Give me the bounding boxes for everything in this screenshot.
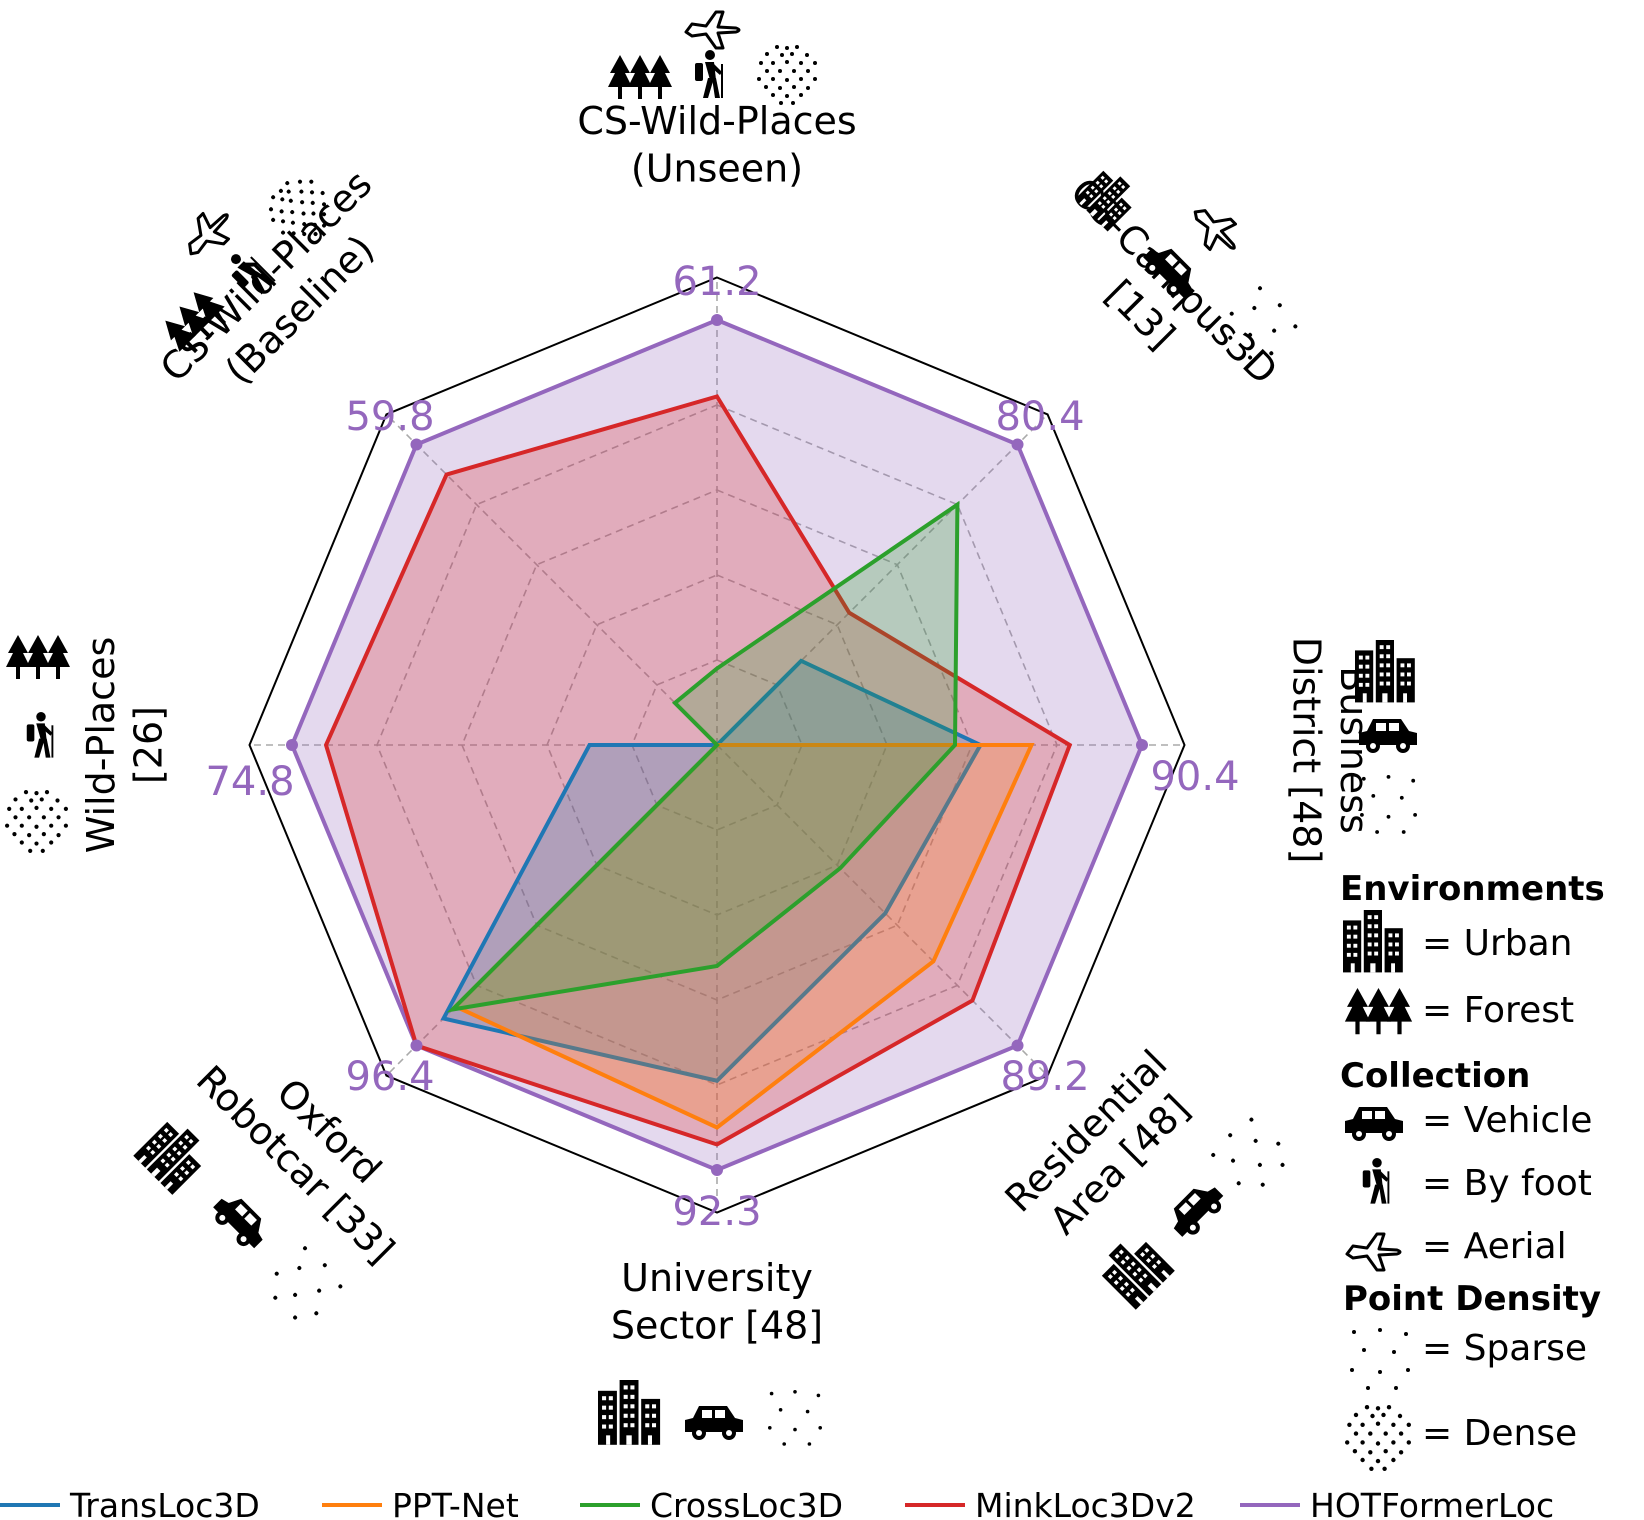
- forest-icon: [1345, 988, 1412, 1034]
- peak-value-label: 90.4: [1150, 754, 1239, 800]
- key-collection-title: Collection: [1340, 1056, 1530, 1096]
- axis-label-line: CS-Wild-Places: [577, 99, 856, 143]
- axis-label-line: District [48]: [1284, 637, 1328, 864]
- peak-value-label: 92.3: [672, 1189, 761, 1235]
- plane-icon: [686, 12, 739, 48]
- axis-label-line: Wild-Places: [79, 637, 123, 854]
- series-layer: [286, 314, 1148, 1176]
- legend-label: HOTFormerLoc: [1310, 1486, 1554, 1520]
- key-environments-title: Environments: [1340, 869, 1605, 909]
- sparse-points-icon: [1208, 1113, 1294, 1199]
- peak-value-label: 61.2: [672, 259, 761, 305]
- plane-icon: [1184, 198, 1247, 261]
- plane-icon: [1347, 1234, 1400, 1270]
- legend-label: MinkLoc3Dv2: [975, 1486, 1196, 1520]
- forest-icon: [6, 635, 70, 679]
- key-aerial: = Aerial: [1422, 1226, 1567, 1267]
- forest-icon: [608, 55, 672, 99]
- hiker-icon: [27, 712, 54, 758]
- hotformerloc-point: [410, 1040, 422, 1052]
- key-urban: = Urban: [1422, 923, 1573, 964]
- car-icon: [1345, 1107, 1403, 1141]
- key-sparse: = Sparse: [1422, 1328, 1587, 1369]
- sparse-points-icon: [1350, 1328, 1410, 1390]
- legend: TransLoc3D PPT-Net CrossLoc3D MinkLoc3Dv2 HO…: [0, 1486, 1554, 1520]
- axis-label: University Sector [48]: [611, 1256, 823, 1348]
- legend-label: CrossLoc3D: [650, 1486, 843, 1520]
- peak-value-label: 96.4: [345, 1054, 434, 1100]
- car-icon: [207, 1189, 272, 1254]
- key-dense: = Dense: [1422, 1413, 1577, 1454]
- hotformerloc-point: [1012, 438, 1024, 450]
- building-icon: [1355, 640, 1415, 702]
- key-forest: = Forest: [1422, 990, 1574, 1031]
- key-vehicle: = Vehicle: [1422, 1100, 1592, 1141]
- peak-value-label: 89.2: [1000, 1054, 1089, 1100]
- key-by-foot: = By foot: [1422, 1163, 1592, 1204]
- building-icon: [598, 1380, 660, 1445]
- hotformerloc-point: [286, 739, 298, 751]
- axis-icons-cs-campus3d: [1075, 165, 1302, 369]
- axis-icons-wild-places: [5, 635, 70, 853]
- axis-label: CS-Campus3D[13]: [1028, 169, 1285, 426]
- hotformerloc-point: [1012, 1040, 1024, 1052]
- hotformerloc-point: [711, 1164, 723, 1176]
- key-density-title: Point Density: [1343, 1279, 1601, 1319]
- axis-label: CS-Wild-Places (Unseen): [577, 99, 856, 191]
- legend-label: TransLoc3D: [69, 1486, 260, 1520]
- dense-points-icon: [757, 45, 817, 105]
- axis-icons-cs-wild-places-unseen: [608, 12, 817, 105]
- dense-points-icon: [5, 790, 68, 853]
- axis-label-line: University: [621, 1256, 813, 1300]
- peak-value-label: 74.8: [205, 759, 294, 805]
- axis-label: Wild-Places[26]: [79, 637, 171, 854]
- hotformerloc-point: [1136, 739, 1148, 751]
- peak-value-label: 80.4: [995, 394, 1084, 440]
- building-icon: [1095, 1230, 1175, 1310]
- hotformerloc-point: [410, 438, 422, 450]
- building-icon: [1343, 910, 1403, 972]
- dense-points-icon: [1345, 1405, 1411, 1471]
- sparse-points-icon: [261, 1243, 347, 1329]
- axis-icons-university-sector: [598, 1380, 822, 1446]
- axis-label-line: [26]: [127, 706, 171, 784]
- axis-label-line: (Unseen): [631, 147, 803, 191]
- sparse-points-icon: [768, 1390, 822, 1446]
- hiker-icon: [1363, 1158, 1390, 1204]
- hotformerloc-point: [711, 314, 723, 326]
- hiker-icon: [695, 50, 723, 98]
- car-icon: [685, 1406, 743, 1440]
- icon-key: Environments = Urban = Forest Collection…: [1340, 869, 1605, 1471]
- peak-value-label: 59.8: [345, 394, 434, 440]
- plane-icon: [177, 202, 240, 265]
- car-icon: [1164, 1177, 1229, 1242]
- axis-label-line: Sector [48]: [611, 1304, 823, 1348]
- legend-label: PPT-Net: [392, 1486, 519, 1520]
- building-icon: [133, 1115, 213, 1195]
